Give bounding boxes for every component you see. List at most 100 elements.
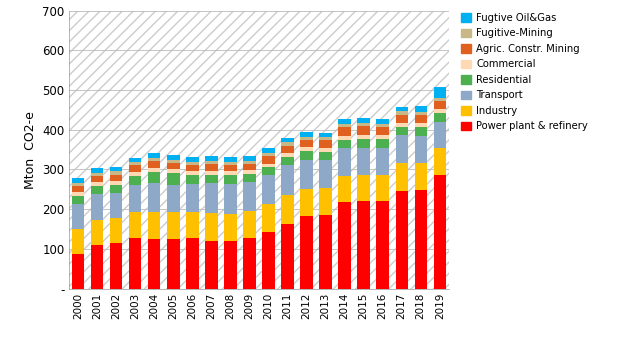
Bar — [72, 205, 84, 229]
Bar — [243, 156, 256, 161]
Bar — [186, 212, 198, 238]
Bar — [167, 239, 180, 289]
Bar — [91, 172, 104, 176]
Bar — [205, 213, 218, 241]
Bar — [129, 172, 142, 176]
Bar — [358, 135, 370, 139]
Bar — [167, 155, 180, 159]
Bar — [414, 112, 427, 115]
Bar — [281, 138, 294, 143]
Bar — [281, 157, 294, 165]
Bar — [434, 109, 446, 113]
Bar — [338, 124, 351, 127]
Bar — [376, 127, 389, 135]
Bar — [186, 165, 198, 171]
Bar — [186, 238, 198, 289]
Bar — [396, 122, 408, 127]
Bar — [72, 192, 84, 196]
Bar — [91, 186, 104, 195]
Bar — [262, 175, 275, 204]
Bar — [396, 127, 408, 135]
Bar — [281, 146, 294, 153]
Bar — [205, 161, 218, 164]
Bar — [434, 87, 446, 98]
Bar — [72, 254, 84, 289]
Bar — [281, 153, 294, 157]
Bar — [300, 140, 313, 147]
Bar — [434, 175, 446, 289]
Bar — [243, 161, 256, 164]
Bar — [319, 215, 332, 289]
Bar — [167, 184, 180, 212]
Bar — [110, 184, 122, 193]
Bar — [358, 175, 370, 201]
Bar — [110, 243, 122, 289]
Bar — [224, 175, 236, 184]
Bar — [148, 172, 160, 183]
Bar — [91, 195, 104, 220]
Bar — [300, 216, 313, 289]
Bar — [358, 147, 370, 175]
Bar — [129, 212, 142, 238]
Bar — [72, 186, 84, 192]
Bar — [186, 171, 198, 175]
Bar — [110, 218, 122, 243]
Bar — [414, 127, 427, 136]
Bar — [376, 139, 389, 147]
Bar — [224, 165, 236, 171]
Bar — [148, 183, 160, 212]
Bar — [148, 168, 160, 172]
Bar — [434, 101, 446, 109]
Bar — [148, 153, 160, 158]
Bar — [396, 115, 408, 122]
Bar — [338, 127, 351, 136]
Bar — [358, 123, 370, 126]
Bar — [129, 185, 142, 212]
Bar — [205, 156, 218, 161]
Bar — [319, 140, 332, 147]
Bar — [414, 124, 427, 127]
Bar — [414, 106, 427, 112]
Bar — [396, 107, 408, 112]
Bar — [262, 163, 275, 168]
Bar — [319, 188, 332, 215]
Bar — [434, 98, 446, 101]
Bar — [243, 164, 256, 170]
Bar — [205, 175, 218, 183]
Bar — [167, 169, 180, 174]
Bar — [224, 214, 236, 241]
Bar — [414, 136, 427, 163]
Bar — [300, 160, 313, 189]
Bar — [91, 176, 104, 182]
Y-axis label: Mton  CO2-e: Mton CO2-e — [24, 111, 37, 189]
Bar — [376, 147, 389, 175]
Bar — [129, 176, 142, 185]
Bar — [167, 212, 180, 239]
Bar — [338, 176, 351, 202]
Bar — [186, 162, 198, 165]
Bar — [376, 175, 389, 201]
Bar — [281, 165, 294, 195]
Bar — [148, 212, 160, 239]
Bar — [148, 158, 160, 161]
Bar — [319, 137, 332, 140]
Bar — [186, 157, 198, 162]
Bar — [167, 159, 180, 163]
Bar — [243, 170, 256, 174]
Bar — [358, 201, 370, 289]
Bar — [396, 191, 408, 289]
Bar — [281, 195, 294, 224]
Bar — [434, 113, 446, 122]
Bar — [358, 118, 370, 123]
Bar — [72, 229, 84, 254]
Bar — [243, 238, 256, 289]
Bar — [186, 175, 198, 184]
Bar — [129, 238, 142, 289]
Bar — [110, 171, 122, 175]
Bar — [319, 160, 332, 188]
Bar — [110, 181, 122, 184]
Bar — [243, 174, 256, 182]
Bar — [205, 171, 218, 175]
Bar — [338, 140, 351, 149]
Bar — [338, 119, 351, 124]
